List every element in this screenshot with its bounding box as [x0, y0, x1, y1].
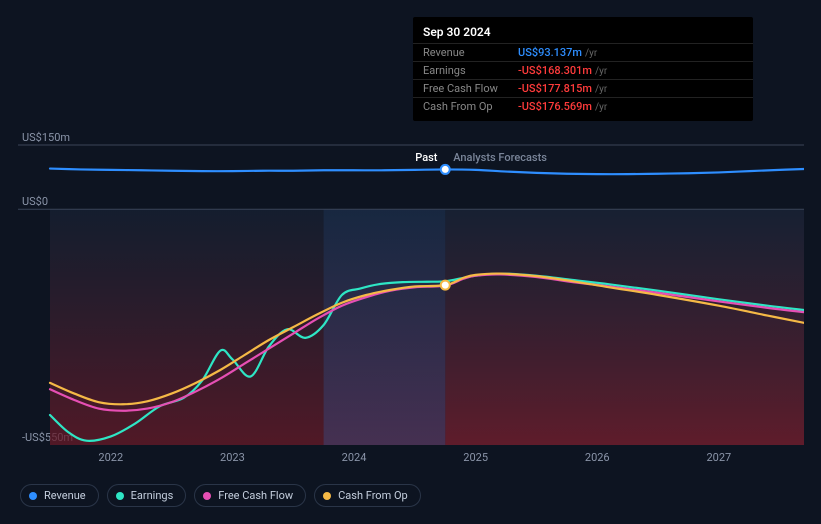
legend-label: Revenue	[44, 489, 86, 502]
tooltip-value: -US$177.815m	[518, 82, 592, 95]
legend-item-revenue[interactable]: Revenue	[20, 484, 99, 507]
legend-dot	[116, 492, 124, 500]
legend-label: Cash From Op	[338, 489, 408, 502]
tooltip-suffix: /yr	[595, 102, 607, 113]
x-axis-label: 2022	[98, 451, 123, 464]
tooltip-suffix: /yr	[595, 84, 607, 95]
tooltip-label: Cash From Op	[423, 100, 518, 113]
tooltip-rows: RevenueUS$93.137m/yrEarnings-US$168.301m…	[413, 43, 753, 115]
tooltip-label: Revenue	[423, 46, 518, 59]
legend-label: Free Cash Flow	[218, 489, 293, 502]
tooltip-value: -US$176.569m	[518, 100, 592, 113]
tooltip-label: Earnings	[423, 64, 518, 77]
tooltip-row: Cash From Op-US$176.569m/yr	[413, 97, 753, 115]
tooltip-suffix: /yr	[595, 66, 607, 77]
legend-dot	[29, 492, 37, 500]
chart[interactable]	[18, 125, 804, 445]
tooltip-suffix: /yr	[585, 48, 597, 59]
tooltip: Sep 30 2024 RevenueUS$93.137m/yrEarnings…	[413, 17, 753, 121]
tooltip-label: Free Cash Flow	[423, 82, 518, 95]
legend: Revenue Earnings Free Cash Flow Cash Fro…	[20, 484, 421, 507]
tooltip-row: Earnings-US$168.301m/yr	[413, 61, 753, 79]
tooltip-title: Sep 30 2024	[413, 23, 753, 43]
legend-dot	[203, 492, 211, 500]
x-axis-label: 2024	[342, 451, 367, 464]
legend-item-earnings[interactable]: Earnings	[107, 484, 187, 507]
forecast-label: Analysts Forecasts	[453, 151, 547, 164]
x-axis-label: 2023	[220, 451, 245, 464]
x-axis-label: 2026	[585, 451, 610, 464]
x-axis-label: 2027	[706, 451, 731, 464]
legend-item-cash-from-op[interactable]: Cash From Op	[314, 484, 421, 507]
tooltip-row: Free Cash Flow-US$177.815m/yr	[413, 79, 753, 97]
legend-label: Earnings	[131, 489, 174, 502]
tooltip-value: -US$168.301m	[518, 64, 592, 77]
past-label: Past	[415, 151, 437, 164]
x-axis-labels: 2022 2023 2024 2025 2026 2027	[18, 451, 804, 467]
x-axis-label: 2025	[463, 451, 488, 464]
chart-svg	[18, 125, 804, 445]
legend-item-free-cash-flow[interactable]: Free Cash Flow	[194, 484, 306, 507]
legend-dot	[323, 492, 331, 500]
tooltip-row: RevenueUS$93.137m/yr	[413, 43, 753, 61]
tooltip-value: US$93.137m	[518, 46, 582, 59]
